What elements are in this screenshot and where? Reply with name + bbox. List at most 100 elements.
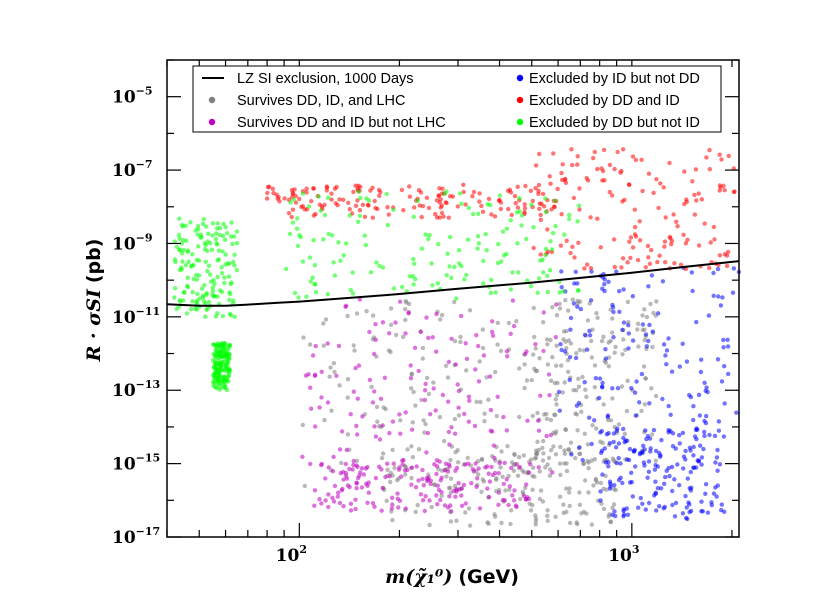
- data-point: [448, 457, 453, 463]
- data-point: [330, 495, 335, 501]
- data-point: [696, 191, 701, 196]
- data-point: [481, 258, 486, 264]
- data-point: [528, 508, 534, 513]
- data-point: [312, 503, 317, 508]
- data-point: [222, 280, 227, 286]
- data-point: [564, 238, 569, 243]
- data-point: [628, 255, 633, 261]
- data-point: [656, 205, 661, 211]
- data-point: [645, 475, 650, 480]
- data-point: [630, 338, 636, 343]
- data-point: [373, 475, 379, 481]
- data-point: [326, 504, 331, 510]
- data-point: [380, 486, 385, 491]
- data-point: [438, 205, 443, 210]
- data-point: [377, 424, 382, 429]
- data-point: [311, 186, 316, 191]
- data-point: [231, 298, 236, 303]
- data-point: [453, 494, 458, 499]
- data-point: [442, 438, 447, 444]
- data-point: [501, 414, 506, 420]
- data-point: [683, 457, 688, 462]
- data-point: [226, 274, 232, 279]
- data-point: [395, 496, 400, 501]
- data-point: [633, 234, 639, 239]
- data-point: [224, 231, 230, 236]
- data-point: [604, 432, 610, 437]
- data-point: [388, 470, 393, 476]
- data-point: [458, 339, 463, 345]
- data-point: [514, 462, 519, 467]
- data-point: [190, 299, 195, 304]
- data-point: [355, 198, 360, 203]
- data-point: [379, 455, 385, 461]
- data-point: [499, 520, 504, 526]
- data-point: [530, 487, 535, 492]
- data-point: [712, 433, 718, 439]
- data-point: [313, 290, 319, 295]
- data-point: [589, 338, 594, 344]
- data-point: [312, 263, 318, 268]
- data-point: [631, 449, 637, 454]
- data-point: [662, 244, 667, 249]
- data-point: [719, 502, 724, 507]
- data-point: [577, 451, 582, 457]
- data-point: [639, 408, 644, 414]
- series-5-points: [172, 189, 582, 393]
- data-point: [386, 212, 391, 217]
- data-point: [479, 203, 484, 209]
- data-point: [521, 453, 526, 458]
- data-point: [181, 289, 187, 295]
- data-point: [366, 203, 371, 208]
- data-point: [217, 232, 223, 238]
- data-point: [516, 455, 522, 460]
- data-point: [672, 477, 677, 482]
- data-point: [199, 286, 205, 291]
- data-point: [308, 461, 313, 467]
- data-point: [523, 183, 528, 189]
- data-point: [492, 455, 497, 461]
- data-point: [711, 491, 717, 496]
- data-point: [307, 342, 313, 347]
- data-point: [614, 269, 619, 274]
- data-point: [711, 224, 717, 230]
- data-point: [545, 342, 550, 347]
- data-point: [227, 261, 232, 266]
- data-point: [434, 311, 439, 317]
- data-point: [505, 354, 510, 359]
- data-point: [409, 482, 414, 487]
- data-point: [602, 277, 607, 282]
- data-point: [407, 184, 412, 189]
- data-point: [680, 341, 685, 346]
- data-point: [439, 490, 444, 495]
- data-point: [229, 280, 234, 285]
- data-point: [707, 432, 712, 438]
- data-point: [297, 196, 302, 202]
- data-point: [355, 432, 360, 437]
- data-point: [547, 393, 552, 398]
- data-point: [407, 274, 413, 279]
- data-point: [537, 469, 542, 474]
- data-point: [515, 473, 521, 478]
- data-point: [480, 209, 486, 214]
- data-point: [221, 374, 226, 379]
- data-point: [215, 274, 220, 280]
- data-point: [705, 389, 710, 395]
- data-point: [675, 462, 680, 467]
- data-point: [653, 479, 658, 484]
- data-point: [411, 389, 416, 395]
- data-point: [427, 233, 432, 238]
- data-point: [601, 506, 607, 512]
- data-point: [348, 508, 354, 513]
- data-point: [530, 413, 535, 419]
- data-point: [459, 503, 465, 508]
- data-point: [696, 392, 702, 398]
- data-point: [496, 242, 501, 247]
- data-point: [640, 327, 645, 333]
- data-point: [525, 418, 530, 423]
- data-point: [350, 291, 356, 296]
- data-point: [402, 468, 408, 473]
- data-point: [725, 249, 731, 255]
- data-point: [399, 474, 404, 479]
- data-point: [376, 187, 382, 193]
